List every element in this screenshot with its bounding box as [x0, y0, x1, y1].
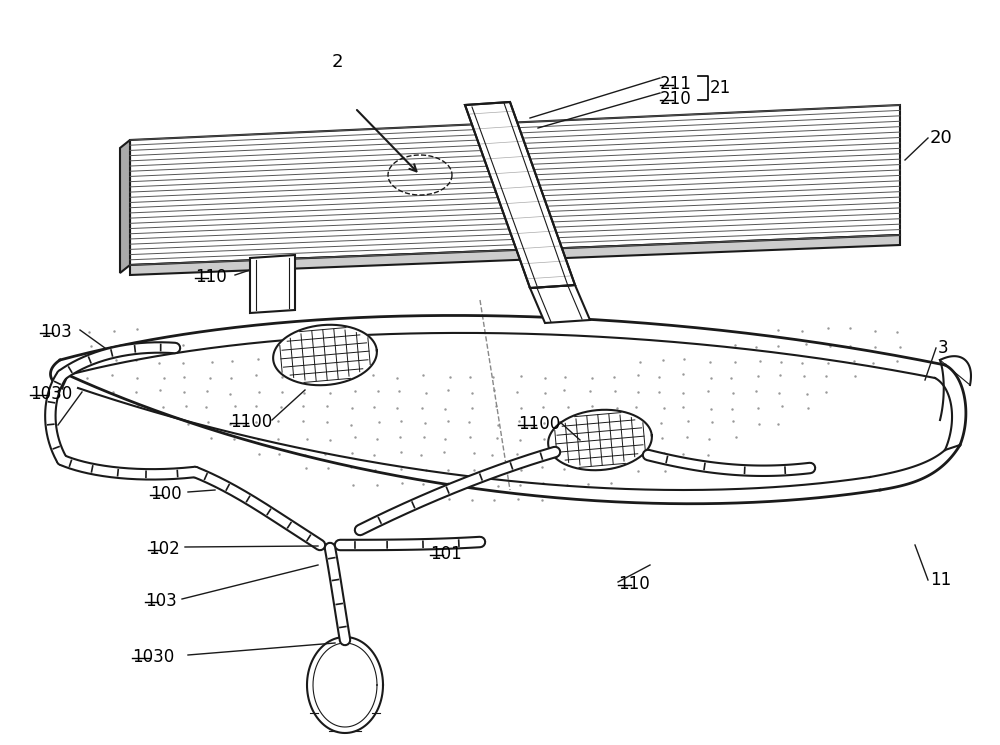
Polygon shape — [530, 285, 590, 323]
Polygon shape — [307, 637, 383, 733]
Polygon shape — [130, 105, 900, 265]
Polygon shape — [465, 102, 575, 288]
Text: 110: 110 — [618, 575, 650, 593]
Text: 1100: 1100 — [230, 413, 272, 431]
Text: 2: 2 — [332, 53, 344, 71]
Text: 110: 110 — [195, 268, 227, 286]
Text: 1030: 1030 — [30, 385, 72, 403]
Text: 1100: 1100 — [518, 415, 560, 433]
Text: 21: 21 — [710, 79, 731, 97]
Polygon shape — [273, 325, 377, 385]
Polygon shape — [120, 140, 130, 273]
Text: 102: 102 — [148, 540, 180, 558]
Text: 211: 211 — [660, 75, 692, 93]
Polygon shape — [130, 235, 900, 275]
Text: 103: 103 — [40, 323, 72, 341]
Text: 101: 101 — [430, 545, 462, 563]
Text: 11: 11 — [930, 571, 951, 589]
Text: 210: 210 — [660, 90, 692, 108]
Polygon shape — [250, 255, 295, 313]
Text: 103: 103 — [145, 592, 177, 610]
Text: 1030: 1030 — [132, 648, 174, 666]
Polygon shape — [548, 410, 652, 470]
Text: 3: 3 — [938, 339, 949, 357]
Text: 20: 20 — [930, 129, 953, 147]
Text: 100: 100 — [150, 485, 182, 503]
